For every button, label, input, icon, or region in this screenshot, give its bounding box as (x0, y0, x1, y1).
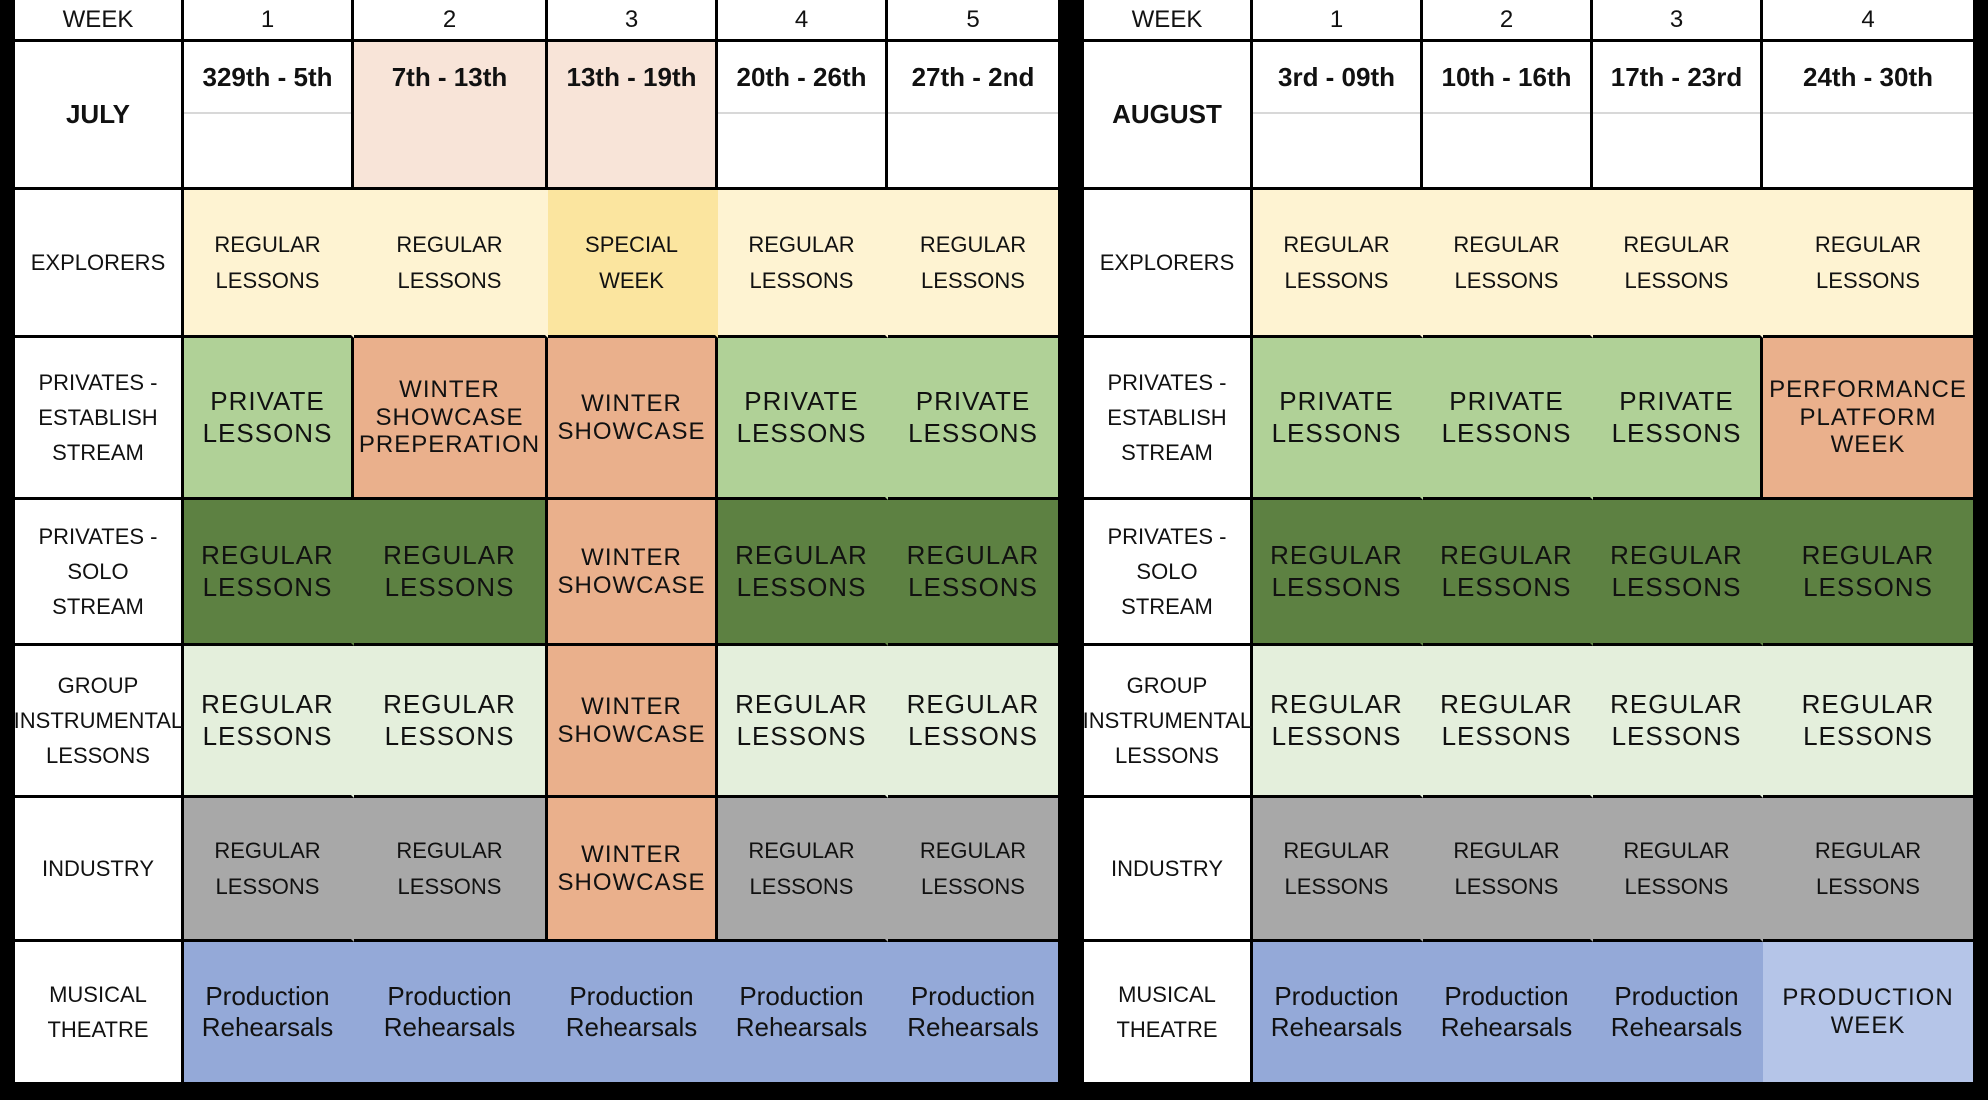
schedule-cell: PERFORMANCE PLATFORM WEEK (1763, 338, 1973, 500)
schedule-cell: REGULAR LESSONS (1593, 500, 1763, 646)
date-range: 3rd - 09th (1253, 42, 1423, 190)
schedule-cell: REGULAR LESSONS (1253, 646, 1423, 798)
date-range: 10th - 16th (1423, 42, 1593, 190)
row-label: GROUP INSTRUMENTAL LESSONS (1083, 646, 1253, 798)
week-number: 1 (1253, 0, 1423, 42)
row-label: EXPLORERS (15, 190, 184, 338)
schedule-cell: REGULAR LESSONS (354, 798, 548, 942)
schedule-cell: Production Rehearsals (548, 942, 718, 1082)
month-label: JULY (15, 42, 184, 190)
row-label: PRIVATES - SOLO STREAM (1084, 500, 1253, 646)
schedule-cell: REGULAR LESSONS (1423, 190, 1593, 338)
week-number: 3 (1593, 0, 1763, 42)
schedule-cell: REGULAR LESSONS (354, 646, 548, 798)
row-label: PRIVATES - ESTABLISH STREAM (15, 338, 184, 500)
schedule-cell: REGULAR LESSONS (888, 500, 1058, 646)
date-range: 7th - 13th (354, 42, 548, 190)
schedule-cell: Production Rehearsals (1423, 942, 1593, 1082)
week-number: 5 (888, 0, 1058, 42)
schedule-cell: WINTER SHOWCASE (548, 798, 718, 942)
date-range: 20th - 26th (718, 42, 888, 190)
schedule-cell: REGULAR LESSONS (718, 500, 888, 646)
july-schedule-table: WEEK 1 2 3 4 5 JULY 329th - 5th 7th - 13… (14, 0, 1058, 1082)
week-number: 2 (1423, 0, 1593, 42)
schedule-cell: SPECIAL WEEK (548, 190, 718, 338)
schedule-cell: REGULAR LESSONS (184, 798, 354, 942)
schedule-cell: REGULAR LESSONS (184, 190, 354, 338)
row-label: INDUSTRY (1084, 798, 1253, 942)
schedule-cell: REGULAR LESSONS (718, 190, 888, 338)
schedule-cell: WINTER SHOWCASE (548, 338, 718, 500)
schedule-cell: PRODUCTION WEEK (1763, 942, 1973, 1082)
schedule-cell: REGULAR LESSONS (1253, 500, 1423, 646)
week-number: 3 (548, 0, 718, 42)
schedule-cell: Production Rehearsals (354, 942, 548, 1082)
schedule-cell: REGULAR LESSONS (718, 798, 888, 942)
week-header-label: WEEK (15, 0, 184, 42)
schedule-cell: WINTER SHOWCASE (548, 646, 718, 798)
week-header-label: WEEK (1084, 0, 1253, 42)
date-range: 13th - 19th (548, 42, 718, 190)
schedule-cell: REGULAR LESSONS (888, 798, 1058, 942)
schedule-cell: Production Rehearsals (1253, 942, 1423, 1082)
row-label: GROUP INSTRUMENTAL LESSONS (14, 646, 184, 798)
week-number: 4 (718, 0, 888, 42)
schedule-cell: REGULAR LESSONS (1423, 646, 1593, 798)
schedule-cell: REGULAR LESSONS (888, 190, 1058, 338)
week-number: 1 (184, 0, 354, 42)
schedule-cell: WINTER SHOWCASE PREPERATION (354, 338, 548, 500)
row-label: PRIVATES - SOLO STREAM (15, 500, 184, 646)
row-label: EXPLORERS (1084, 190, 1253, 338)
schedule-cell: REGULAR LESSONS (1763, 646, 1973, 798)
schedule-cell: REGULAR LESSONS (1593, 646, 1763, 798)
month-label: AUGUST (1084, 42, 1253, 190)
schedule-cell: PRIVATE LESSONS (1423, 338, 1593, 500)
schedule-cell: Production Rehearsals (1593, 942, 1763, 1082)
week-number: 2 (354, 0, 548, 42)
row-label: MUSICAL THEATRE (1084, 942, 1253, 1082)
week-number: 4 (1763, 0, 1973, 42)
schedule-cell: REGULAR LESSONS (1593, 190, 1763, 338)
row-label: MUSICAL THEATRE (15, 942, 184, 1082)
schedule-cell: REGULAR LESSONS (718, 646, 888, 798)
schedule-cell: PRIVATE LESSONS (888, 338, 1058, 500)
schedule-cell: REGULAR LESSONS (1763, 798, 1973, 942)
schedule-cell: REGULAR LESSONS (888, 646, 1058, 798)
schedule-cell: PRIVATE LESSONS (1593, 338, 1763, 500)
schedule-cell: REGULAR LESSONS (1423, 798, 1593, 942)
row-label: INDUSTRY (15, 798, 184, 942)
date-range: 329th - 5th (184, 42, 354, 190)
august-schedule-table: WEEK 1 2 3 4 AUGUST 3rd - 09th 10th - 16… (1083, 0, 1973, 1082)
schedule-cell: REGULAR LESSONS (184, 500, 354, 646)
schedule-cell: REGULAR LESSONS (1763, 190, 1973, 338)
schedule-cell: REGULAR LESSONS (1763, 500, 1973, 646)
schedule-cell: REGULAR LESSONS (184, 646, 354, 798)
schedule-cell: REGULAR LESSONS (1253, 190, 1423, 338)
schedule-cell: REGULAR LESSONS (354, 190, 548, 338)
schedule-cell: PRIVATE LESSONS (718, 338, 888, 500)
schedule-cell: WINTER SHOWCASE (548, 500, 718, 646)
schedule-cell: REGULAR LESSONS (1593, 798, 1763, 942)
schedule-cell: Production Rehearsals (718, 942, 888, 1082)
date-range: 24th - 30th (1763, 42, 1973, 190)
schedule-cell: PRIVATE LESSONS (184, 338, 354, 500)
date-range: 17th - 23rd (1593, 42, 1763, 190)
schedule-cell: PRIVATE LESSONS (1253, 338, 1423, 500)
row-label: PRIVATES - ESTABLISH STREAM (1084, 338, 1253, 500)
schedule-cell: Production Rehearsals (184, 942, 354, 1082)
schedule-cell: REGULAR LESSONS (354, 500, 548, 646)
schedule-cell: Production Rehearsals (888, 942, 1058, 1082)
schedule-cell: REGULAR LESSONS (1423, 500, 1593, 646)
schedule-cell: REGULAR LESSONS (1253, 798, 1423, 942)
date-range: 27th - 2nd (888, 42, 1058, 190)
